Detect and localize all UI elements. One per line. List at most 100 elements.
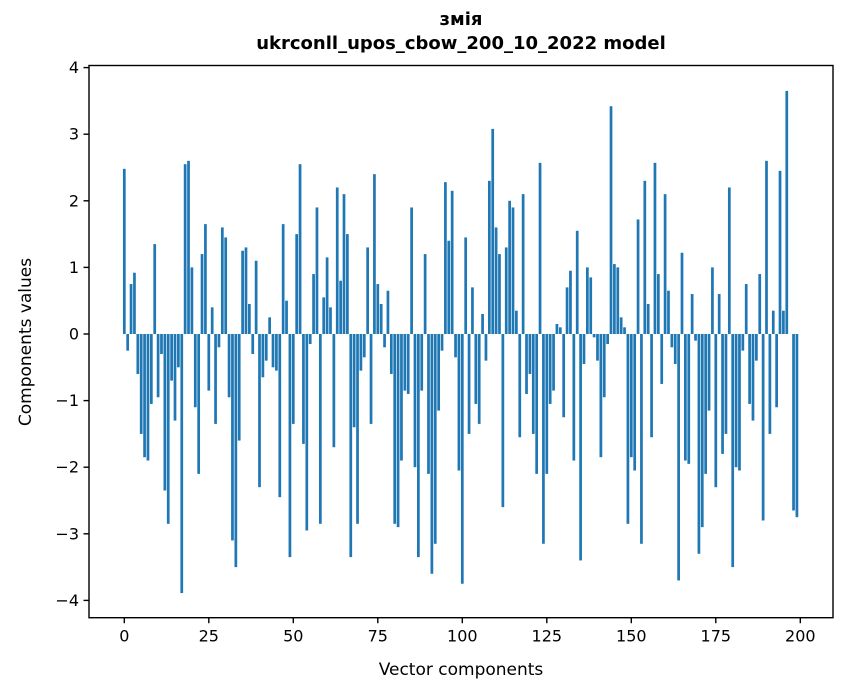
bar (332, 334, 336, 448)
bar (129, 284, 133, 334)
bar (396, 334, 400, 528)
bar (224, 237, 228, 334)
bar (464, 237, 468, 334)
bar (724, 334, 728, 434)
bar (673, 334, 677, 364)
bar (369, 334, 373, 424)
bar (602, 334, 606, 398)
bar (315, 207, 319, 334)
bar (535, 334, 539, 474)
bar (741, 334, 745, 351)
bar (531, 334, 535, 434)
bar (501, 334, 505, 508)
bar (633, 334, 637, 471)
bar (231, 334, 234, 541)
bar (291, 334, 295, 424)
bar (400, 334, 403, 461)
bar (417, 334, 420, 558)
bar (210, 307, 214, 334)
bar (278, 334, 282, 498)
bar (376, 284, 380, 334)
bar (656, 274, 660, 334)
chart-title: змія (439, 9, 483, 30)
bar (700, 334, 704, 528)
bar (653, 162, 657, 334)
bar (643, 180, 647, 334)
bar (271, 334, 275, 368)
bar (582, 334, 586, 364)
bar (521, 194, 525, 334)
bar (545, 334, 549, 474)
bar (156, 334, 160, 398)
bar (538, 162, 542, 334)
x-tick-label: 50 (283, 627, 303, 646)
bar (177, 334, 180, 368)
bar (744, 284, 748, 334)
chart-title-block: змія ukrconll_upos_cbow_200_10_2022 mode… (89, 8, 833, 56)
bar (494, 227, 498, 334)
bar (406, 334, 410, 394)
bar (440, 334, 444, 351)
bar (677, 334, 680, 581)
bar (264, 334, 268, 361)
y-tick-label: −3 (55, 524, 79, 543)
bar (187, 160, 190, 334)
bar (589, 277, 593, 334)
bar (126, 334, 130, 351)
bar (136, 334, 140, 374)
bar (619, 317, 623, 334)
bar (748, 334, 751, 404)
bar (153, 244, 157, 334)
bar (785, 90, 789, 334)
bar (680, 252, 684, 334)
bar (308, 334, 312, 344)
bar (504, 247, 508, 334)
x-tick-label: 150 (616, 627, 647, 646)
chart-subtitle: ukrconll_upos_cbow_200_10_2022 model (256, 33, 666, 54)
bar (329, 307, 332, 334)
bar (217, 334, 221, 348)
bar (268, 317, 271, 334)
bar (758, 274, 762, 334)
y-tick-label: 3 (69, 125, 79, 144)
bar (511, 207, 515, 334)
bar (660, 334, 664, 384)
bar (765, 160, 768, 334)
bar (423, 254, 427, 334)
bar (403, 334, 407, 391)
bar (160, 334, 163, 354)
bar (143, 334, 146, 458)
bar (410, 207, 413, 334)
bar (768, 334, 772, 434)
bar (325, 257, 329, 334)
bar (281, 224, 285, 334)
y-tick-label: −4 (55, 591, 79, 610)
bar (166, 334, 170, 524)
bar (457, 334, 461, 471)
bar (460, 334, 464, 584)
bar (714, 334, 718, 488)
bar (285, 300, 288, 334)
axes-frame (88, 64, 834, 619)
bar (467, 334, 471, 434)
bar (528, 334, 532, 374)
bar (204, 224, 207, 334)
bar (335, 187, 339, 334)
bar (362, 334, 366, 358)
bar (444, 182, 447, 334)
bar (761, 334, 765, 521)
bar (302, 334, 305, 444)
bar (227, 334, 231, 398)
bar (751, 334, 755, 421)
y-tick-label: 4 (69, 58, 79, 77)
bar (288, 334, 292, 558)
bar (518, 334, 522, 438)
bar (237, 334, 241, 441)
bar (183, 164, 187, 334)
bar (792, 334, 795, 511)
bar (342, 194, 346, 334)
bar (738, 334, 741, 471)
bar (569, 270, 572, 334)
y-tick-label: 0 (69, 325, 79, 344)
bar (305, 334, 309, 531)
